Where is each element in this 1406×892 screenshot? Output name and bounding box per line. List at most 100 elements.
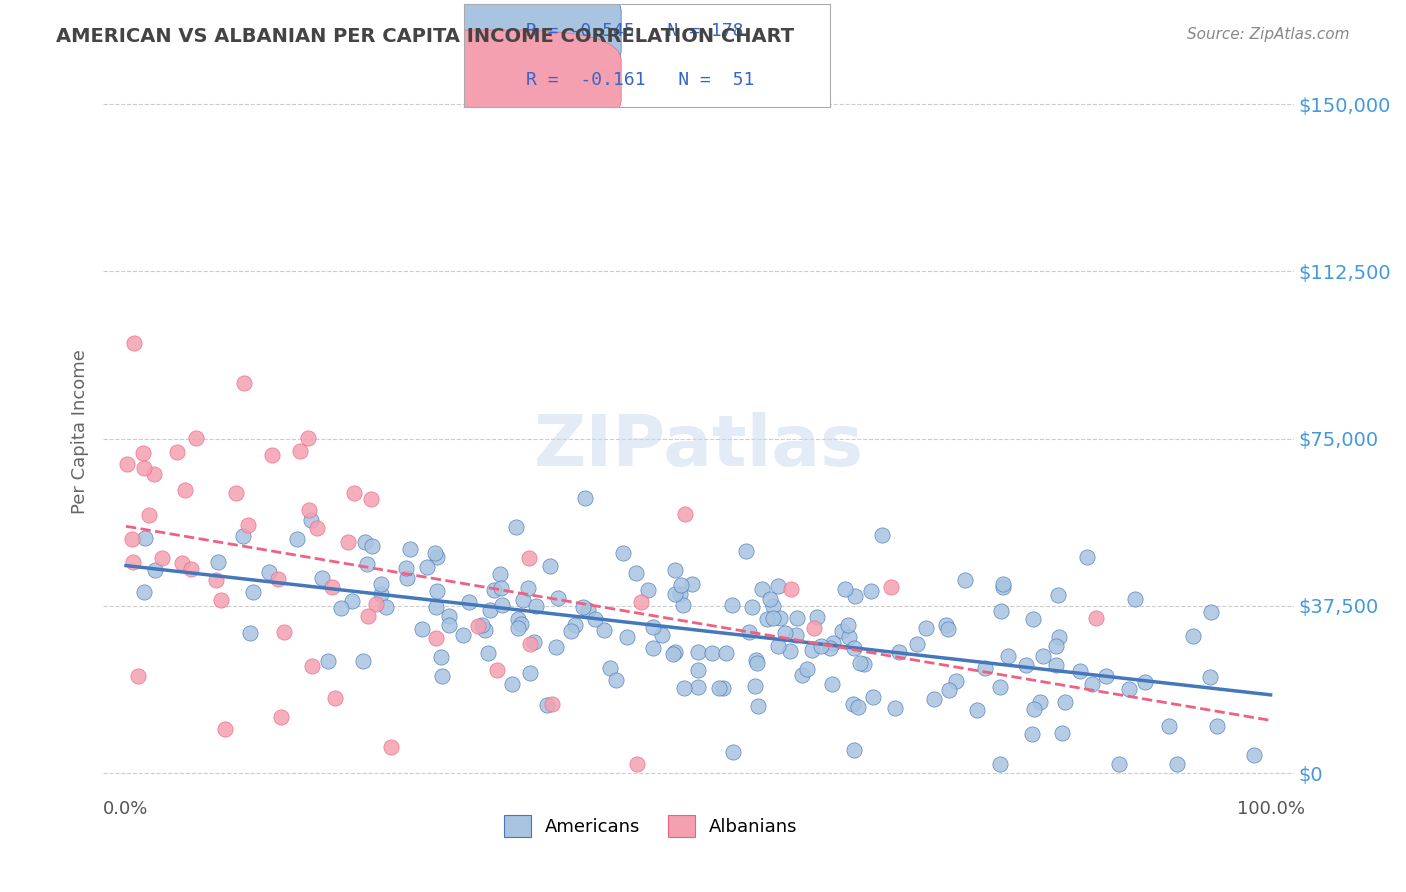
Americans — [938, 682, 960, 697]
Americans — [821, 677, 844, 691]
Americans — [453, 628, 475, 642]
Americans — [299, 513, 322, 527]
Albanians — [337, 534, 360, 549]
Americans — [773, 626, 796, 640]
Americans — [966, 703, 988, 717]
Americans — [474, 623, 496, 637]
Americans — [664, 645, 686, 659]
Americans — [512, 593, 534, 607]
Americans — [751, 582, 773, 596]
Americans — [707, 681, 730, 696]
Americans — [318, 655, 340, 669]
Americans — [1108, 757, 1130, 772]
Americans — [1243, 747, 1265, 762]
Albanians — [132, 446, 155, 460]
Albanians — [174, 483, 197, 497]
Americans — [990, 604, 1012, 618]
Americans — [356, 557, 378, 571]
Americans — [668, 587, 690, 601]
Albanians — [673, 507, 696, 521]
Americans — [423, 546, 446, 560]
Americans — [1022, 702, 1045, 716]
Americans — [745, 656, 768, 670]
Text: R =  -0.161   N =  51: R = -0.161 N = 51 — [526, 71, 755, 89]
Americans — [1045, 639, 1067, 653]
Albanians — [366, 597, 388, 611]
Americans — [583, 612, 606, 626]
Americans — [821, 636, 844, 650]
Americans — [806, 610, 828, 624]
Americans — [430, 669, 453, 683]
Americans — [232, 529, 254, 543]
Americans — [842, 640, 865, 655]
Americans — [259, 565, 281, 579]
Americans — [758, 592, 780, 607]
Americans — [489, 581, 512, 595]
Americans — [945, 674, 967, 689]
Americans — [437, 608, 460, 623]
Albanians — [301, 659, 323, 673]
Americans — [766, 639, 789, 653]
Text: R = -0.545   N = 178: R = -0.545 N = 178 — [526, 22, 744, 40]
Albanians — [485, 664, 508, 678]
Americans — [574, 491, 596, 505]
Albanians — [880, 580, 903, 594]
Americans — [134, 585, 156, 599]
Americans — [991, 580, 1014, 594]
Americans — [426, 583, 449, 598]
Americans — [471, 618, 494, 632]
Albanians — [236, 518, 259, 533]
Americans — [887, 645, 910, 659]
Americans — [672, 681, 695, 695]
Americans — [862, 690, 884, 704]
Y-axis label: Per Capita Income: Per Capita Income — [72, 350, 89, 515]
Americans — [536, 698, 558, 712]
Americans — [922, 692, 945, 706]
Albanians — [360, 491, 382, 506]
Americans — [426, 550, 449, 565]
Americans — [501, 677, 523, 691]
Albanians — [166, 445, 188, 459]
Americans — [991, 576, 1014, 591]
Americans — [1118, 681, 1140, 696]
Americans — [612, 546, 634, 560]
Americans — [786, 611, 808, 625]
Americans — [458, 595, 481, 609]
Albanians — [321, 580, 343, 594]
Americans — [361, 539, 384, 553]
Americans — [711, 681, 734, 695]
Americans — [482, 582, 505, 597]
Americans — [837, 618, 859, 632]
Americans — [1199, 670, 1222, 684]
Americans — [669, 577, 692, 591]
Americans — [818, 640, 841, 655]
Americans — [544, 640, 567, 654]
Americans — [1123, 592, 1146, 607]
FancyBboxPatch shape — [366, 30, 621, 130]
Americans — [1047, 588, 1070, 602]
Americans — [1199, 605, 1222, 619]
Albanians — [467, 619, 489, 633]
Americans — [664, 587, 686, 601]
Albanians — [205, 573, 228, 587]
Americans — [538, 558, 561, 573]
Americans — [478, 602, 501, 616]
Americans — [641, 620, 664, 634]
Legend: Americans, Albanians: Americans, Albanians — [496, 808, 806, 845]
Americans — [637, 582, 659, 597]
Americans — [517, 582, 540, 596]
Americans — [738, 624, 761, 639]
Americans — [375, 600, 398, 615]
Americans — [714, 646, 737, 660]
Americans — [134, 531, 156, 545]
Americans — [779, 644, 801, 658]
Albanians — [357, 608, 380, 623]
Americans — [1047, 631, 1070, 645]
Americans — [416, 560, 439, 574]
Americans — [796, 662, 818, 676]
Americans — [651, 628, 673, 642]
Americans — [905, 637, 928, 651]
Americans — [810, 639, 832, 653]
Americans — [1206, 719, 1229, 733]
Americans — [1045, 657, 1067, 672]
